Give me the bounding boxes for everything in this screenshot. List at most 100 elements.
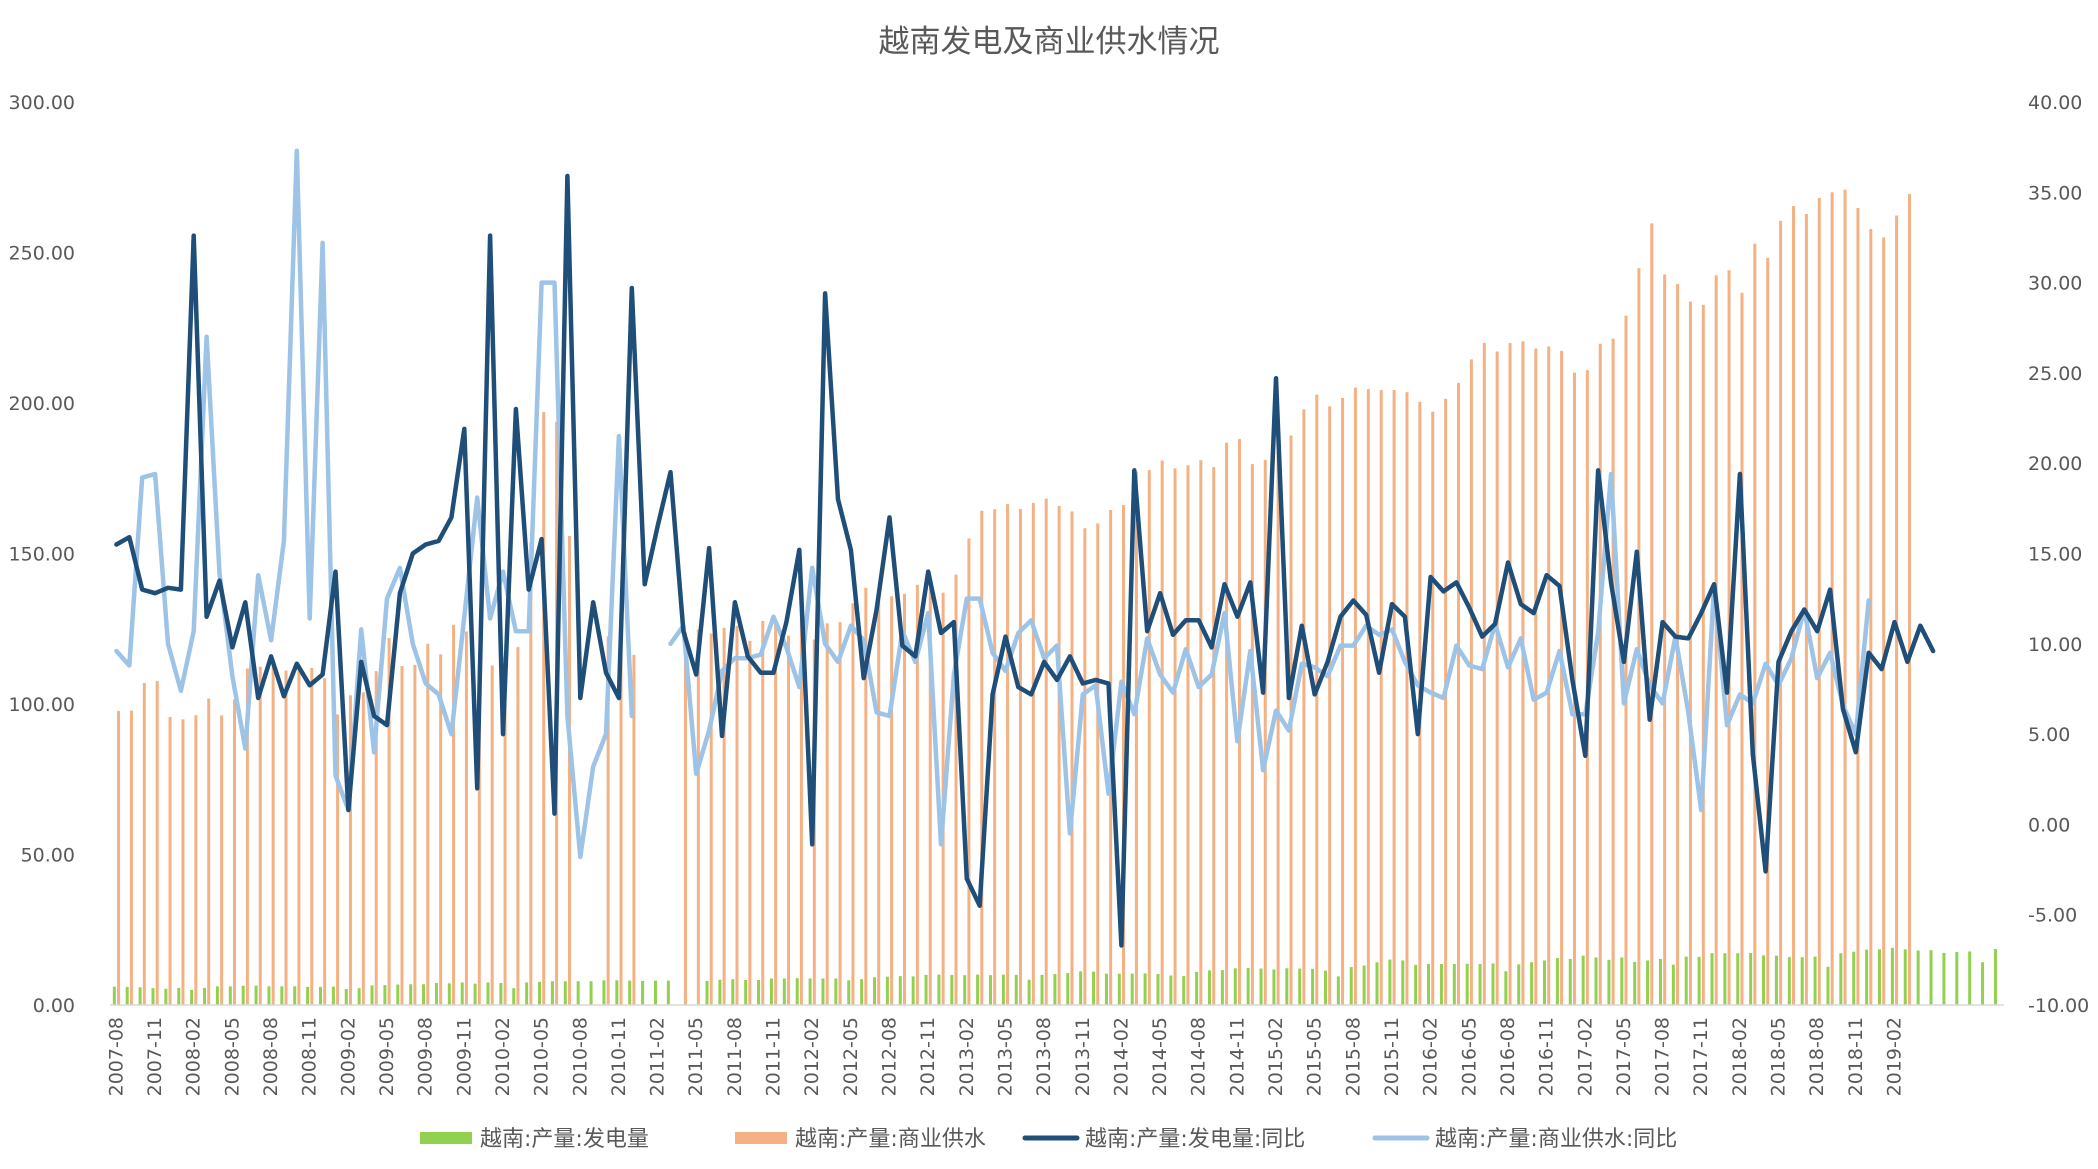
right-tick-label: 5.00 [2028, 724, 2070, 746]
bar-generation [860, 979, 864, 1005]
bar-generation [1414, 964, 1418, 1005]
x-tick-label: 2009-05 [376, 1017, 398, 1096]
bar-water [1611, 338, 1615, 1005]
bar-water [245, 668, 249, 1005]
x-tick-label: 2013-11 [1072, 1017, 1094, 1096]
x-tick-label: 2009-02 [337, 1017, 359, 1096]
bar-generation [383, 985, 387, 1005]
bar-generation [602, 980, 606, 1005]
bar-generation [1349, 967, 1353, 1005]
bar-water [297, 668, 301, 1005]
bar-generation [1053, 973, 1057, 1005]
x-tick-label: 2008-11 [299, 1017, 321, 1096]
bar-generation [1079, 971, 1083, 1005]
bar-generation [241, 985, 245, 1005]
right-tick-label: 10.00 [2028, 634, 2082, 656]
bar-generation [782, 978, 786, 1005]
x-tick-label: 2014-05 [1149, 1017, 1171, 1096]
bar-water [207, 698, 211, 1005]
bar-water [748, 640, 752, 1005]
bar-water [1070, 511, 1074, 1005]
left-tick-label: 200.00 [9, 393, 75, 415]
x-tick-label: 2009-11 [453, 1017, 475, 1096]
bar-generation [499, 983, 503, 1005]
bar-generation [898, 976, 902, 1005]
right-tick-label: 0.00 [2028, 814, 2070, 836]
line-water-yoy [114, 148, 1871, 860]
x-tick-label: 2018-05 [1768, 1017, 1790, 1096]
x-tick-label: 2011-02 [647, 1017, 669, 1096]
bar-water [1779, 220, 1783, 1005]
bar-generation [1246, 967, 1250, 1005]
bar-generation [731, 979, 735, 1005]
bar-water [1186, 465, 1190, 1005]
bar-generation [1285, 968, 1289, 1005]
bar-generation [924, 974, 928, 1005]
bar-generation [589, 981, 593, 1005]
bar-generation [1736, 953, 1740, 1005]
bar-water [181, 719, 185, 1005]
x-tick-label: 2010-05 [531, 1017, 553, 1096]
bar-generation [1298, 968, 1302, 1005]
bar-water [1057, 505, 1061, 1005]
bar-generation [1929, 950, 1933, 1005]
bar-generation [1594, 957, 1598, 1005]
x-tick-label: 2008-08 [260, 1017, 282, 1096]
bar-water [632, 654, 636, 1005]
legend: 越南:产量:发电量 越南:产量:商业供水 越南:产量:发电量:同比 越南:产量:商业供… [420, 1127, 1677, 1152]
bar-water [1508, 343, 1512, 1005]
bar-generation [1491, 963, 1495, 1005]
bar-water [928, 587, 932, 1005]
bar-water [1006, 504, 1010, 1005]
x-tick-label: 2010-02 [492, 1017, 514, 1096]
x-tick-label: 2017-08 [1652, 1017, 1674, 1096]
bar-water [1379, 390, 1383, 1005]
bar-generation [1504, 971, 1508, 1005]
bar-water [1044, 498, 1048, 1005]
right-tick-label: 15.00 [2028, 544, 2082, 566]
bar-water [838, 622, 842, 1005]
bar-water [233, 699, 237, 1005]
x-tick-label: 2018-08 [1806, 1017, 1828, 1096]
bar-generation [641, 980, 645, 1005]
bar-generation [267, 986, 271, 1005]
bar-generation [1684, 956, 1688, 1005]
x-tick-label: 2010-08 [569, 1017, 591, 1096]
bar-generation [1465, 963, 1469, 1005]
bar-generation [1272, 969, 1276, 1005]
right-tick-label: 20.00 [2028, 453, 2082, 475]
bar-generation [1530, 962, 1534, 1005]
bar-generation [190, 989, 194, 1005]
bar-water [1212, 467, 1216, 1005]
bar-water [1753, 243, 1757, 1005]
bar-water [1907, 194, 1911, 1005]
right-tick-label: -10.00 [2028, 995, 2089, 1017]
bar-water [271, 665, 275, 1005]
bar-generation [203, 987, 207, 1005]
bar-water [722, 627, 726, 1005]
bar-generation [1839, 953, 1843, 1005]
bar-water [220, 715, 224, 1005]
bar-generation [1478, 964, 1482, 1005]
bar-water [967, 538, 971, 1005]
bar-generation [1697, 956, 1701, 1005]
x-tick-label: 2011-08 [724, 1017, 746, 1096]
bar-generation [769, 978, 773, 1005]
bar-water [503, 656, 507, 1005]
bar-water [1560, 350, 1564, 1005]
bar-generation [1555, 958, 1559, 1005]
bar-water [902, 593, 906, 1005]
left-tick-label: 0.00 [33, 995, 75, 1017]
bar-generation [125, 986, 129, 1005]
x-tick-label: 2017-05 [1613, 1017, 1635, 1096]
bar-generation [718, 979, 722, 1005]
bar-water [1302, 409, 1306, 1005]
x-tick-label: 2015-11 [1381, 1017, 1403, 1096]
x-tick-label: 2013-05 [994, 1017, 1016, 1096]
bar-water [1160, 460, 1164, 1006]
bar-water [323, 678, 327, 1005]
x-tick-label: 2007-11 [144, 1017, 166, 1096]
x-tick-label: 2012-02 [801, 1017, 823, 1096]
bar-water [1263, 459, 1267, 1005]
bar-generation [306, 986, 310, 1005]
